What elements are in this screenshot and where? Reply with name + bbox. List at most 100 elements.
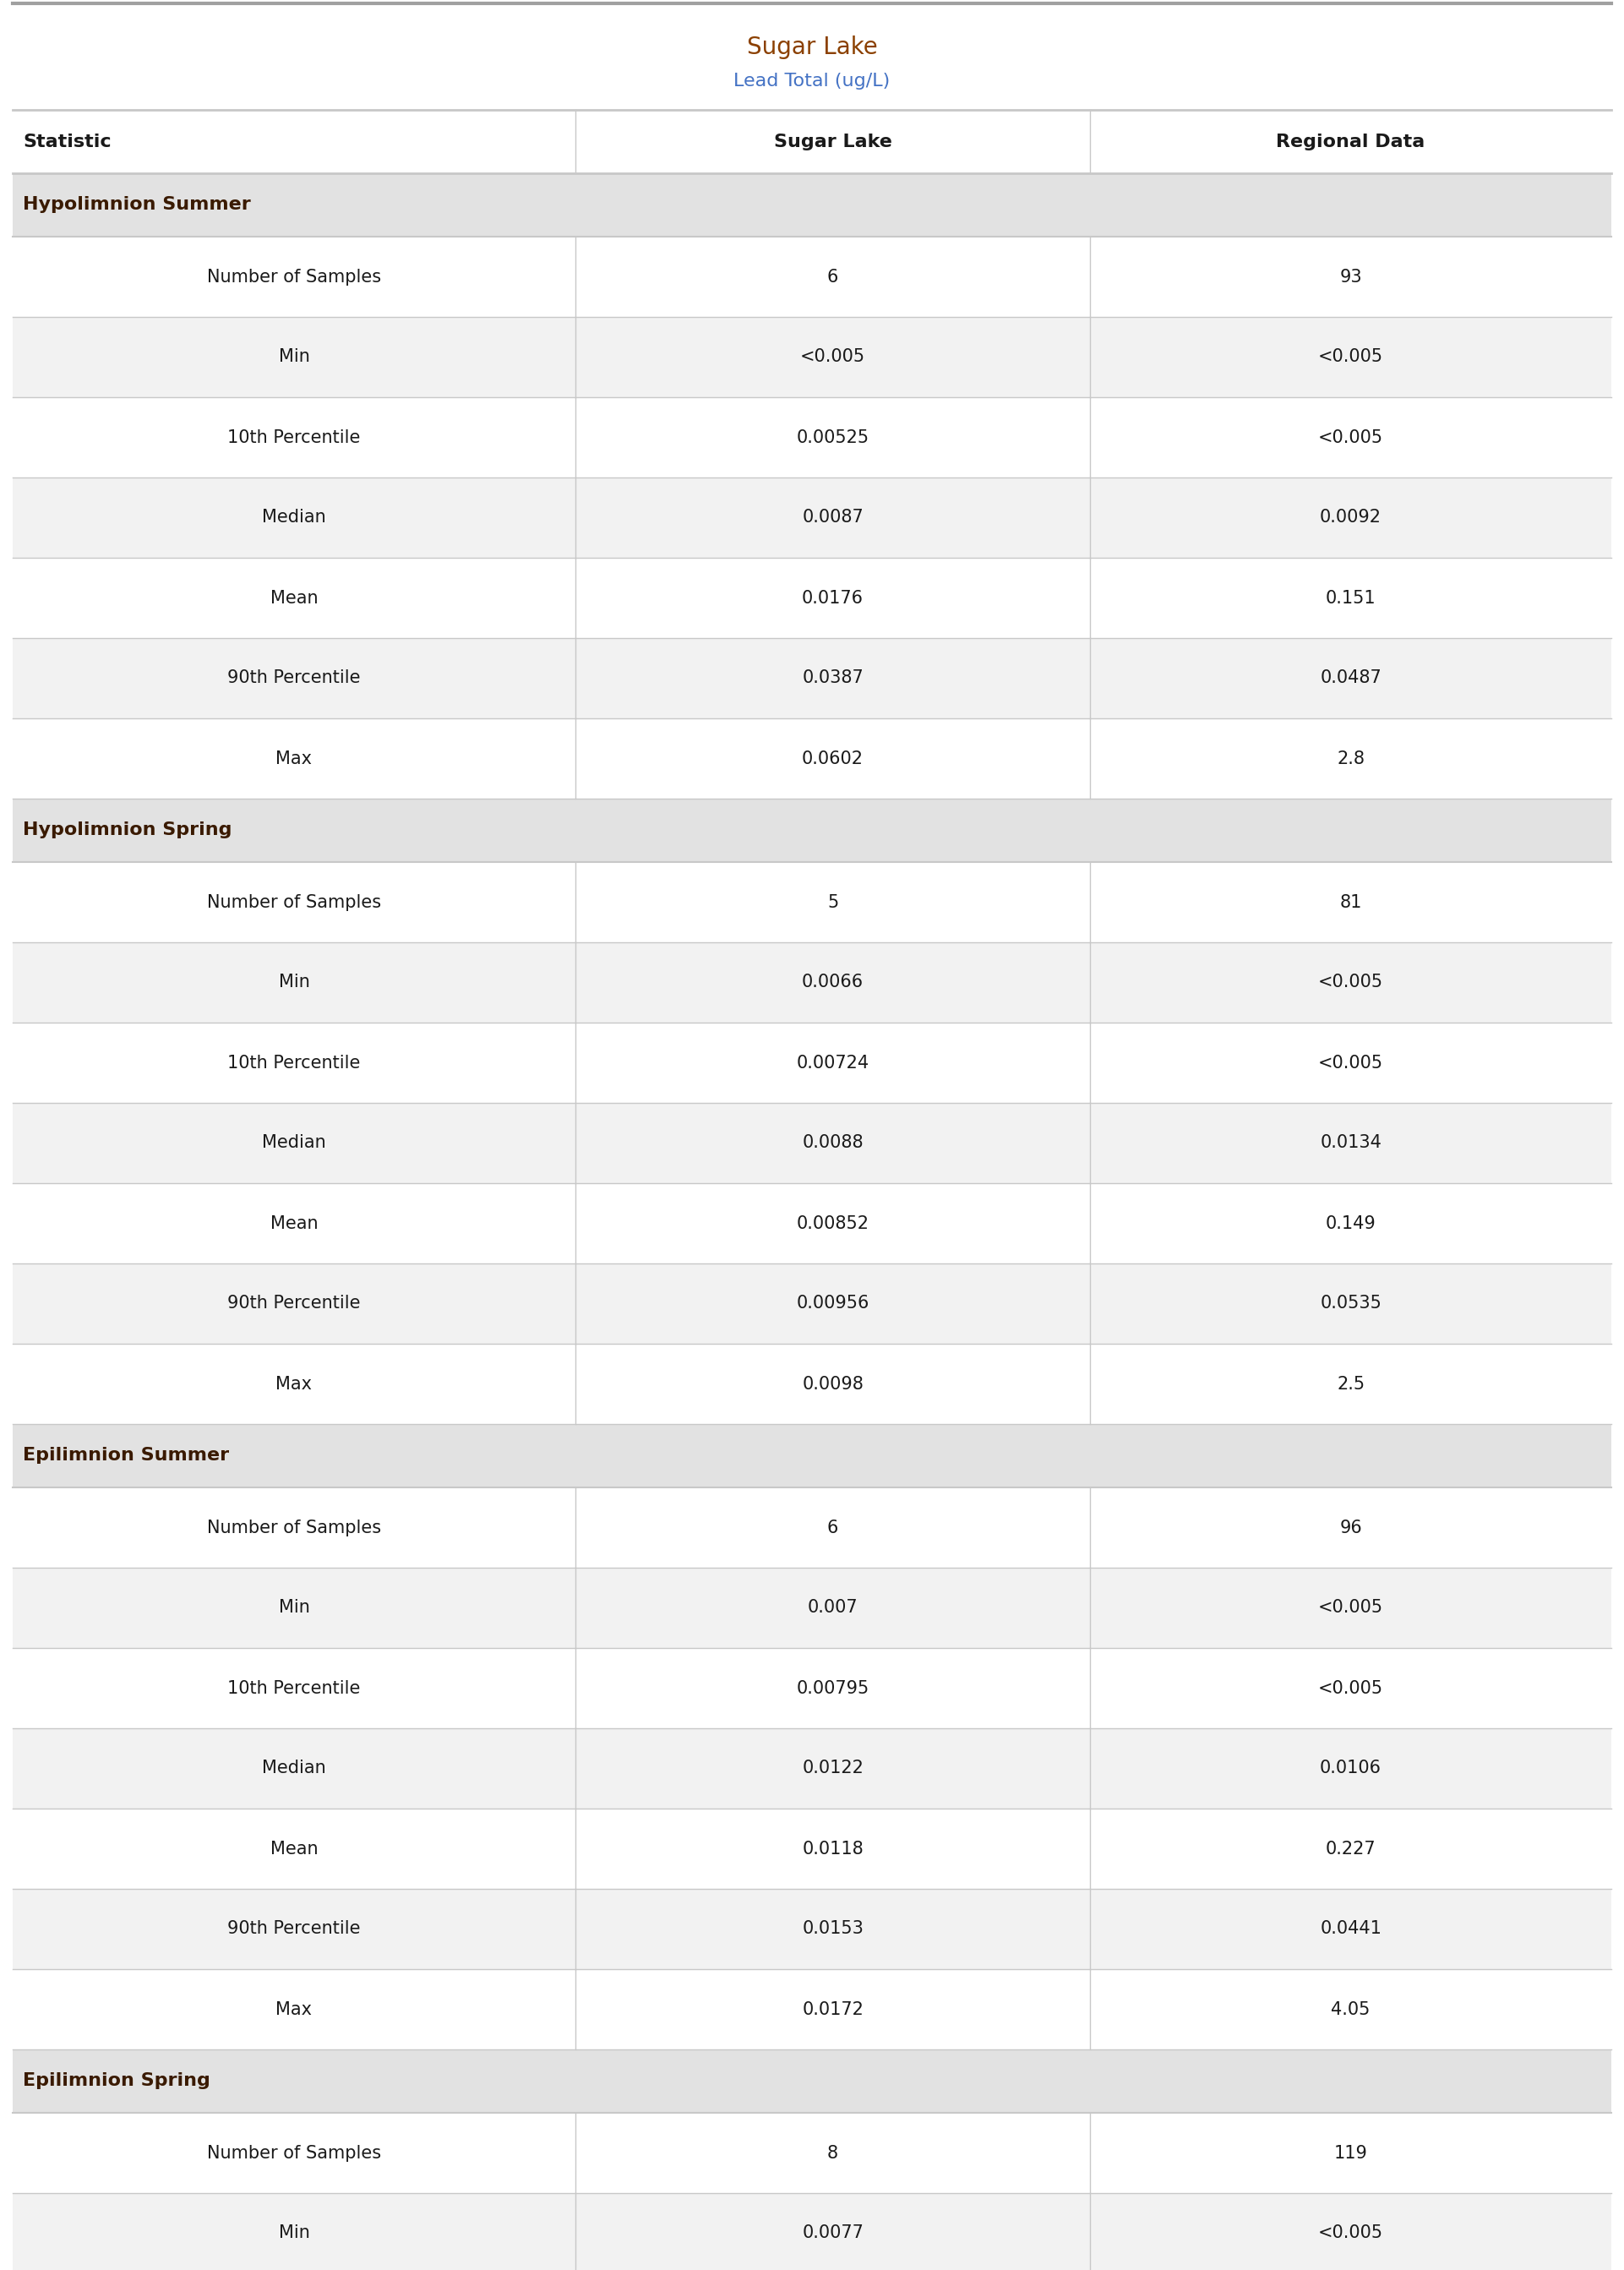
Text: <0.005: <0.005 [801, 350, 866, 365]
Bar [13, 318, 1611, 397]
Text: 2.8: 2.8 [1337, 749, 1364, 767]
Bar [13, 1968, 1611, 2050]
Text: Sugar Lake: Sugar Lake [773, 134, 892, 150]
Text: 0.00724: 0.00724 [796, 1053, 869, 1071]
Text: 10th Percentile: 10th Percentile [227, 429, 361, 445]
Text: <0.005: <0.005 [1319, 1680, 1384, 1696]
Text: 0.00525: 0.00525 [796, 429, 869, 445]
Text: 90th Percentile: 90th Percentile [227, 1296, 361, 1312]
Text: 0.0098: 0.0098 [802, 1376, 864, 1392]
Text: Max: Max [276, 2000, 312, 2018]
Text: Median: Median [261, 508, 326, 527]
Text: 119: 119 [1333, 2145, 1367, 2161]
Text: 90th Percentile: 90th Percentile [227, 1920, 361, 1936]
Bar [13, 9, 1611, 109]
Text: 4.05: 4.05 [1332, 2000, 1371, 2018]
Text: Min: Min [278, 1600, 310, 1616]
Text: Number of Samples: Number of Samples [206, 2145, 382, 2161]
Text: 6: 6 [827, 1519, 838, 1537]
Bar [13, 1889, 1611, 1968]
Text: Max: Max [276, 1376, 312, 1392]
Text: <0.005: <0.005 [1319, 2225, 1384, 2243]
Text: 0.0176: 0.0176 [802, 590, 864, 606]
Bar [13, 1648, 1611, 1727]
Bar [13, 109, 1611, 173]
Text: 0.00852: 0.00852 [796, 1214, 869, 1233]
Text: Epilimnion Spring: Epilimnion Spring [23, 2073, 209, 2091]
Text: Median: Median [261, 1135, 326, 1151]
Text: Number of Samples: Number of Samples [206, 894, 382, 910]
Text: 0.0122: 0.0122 [802, 1759, 864, 1777]
Text: 0.00795: 0.00795 [796, 1680, 869, 1696]
Bar [13, 1727, 1611, 1809]
Text: Hypolimnion Summer: Hypolimnion Summer [23, 197, 250, 213]
Text: Statistic: Statistic [23, 134, 110, 150]
Bar [13, 799, 1611, 863]
Bar [13, 1809, 1611, 1889]
Text: Mean: Mean [270, 1841, 318, 1857]
Text: 93: 93 [1340, 268, 1363, 286]
Bar [13, 2113, 1611, 2193]
Text: 0.0106: 0.0106 [1320, 1759, 1382, 1777]
Text: 6: 6 [827, 268, 838, 286]
Bar [13, 2193, 1611, 2270]
Text: 0.0092: 0.0092 [1320, 508, 1382, 527]
Bar [13, 1487, 1611, 1569]
Text: 0.149: 0.149 [1325, 1214, 1376, 1233]
Bar [13, 942, 1611, 1022]
Text: 0.0088: 0.0088 [802, 1135, 864, 1151]
Text: Epilimnion Summer: Epilimnion Summer [23, 1448, 229, 1464]
Text: 2.5: 2.5 [1337, 1376, 1364, 1392]
Text: 0.0487: 0.0487 [1320, 670, 1382, 686]
Bar [13, 1103, 1611, 1183]
Text: 0.0118: 0.0118 [802, 1841, 864, 1857]
Bar [13, 397, 1611, 477]
Text: <0.005: <0.005 [1319, 350, 1384, 365]
Text: Max: Max [276, 749, 312, 767]
Bar [13, 2050, 1611, 2113]
Text: 5: 5 [827, 894, 838, 910]
Text: 90th Percentile: 90th Percentile [227, 670, 361, 686]
Text: 0.0066: 0.0066 [802, 974, 864, 992]
Text: Lead Total (ug/L): Lead Total (ug/L) [734, 73, 890, 91]
Text: Min: Min [278, 350, 310, 365]
Bar [13, 717, 1611, 799]
Text: 8: 8 [827, 2145, 838, 2161]
Text: <0.005: <0.005 [1319, 1053, 1384, 1071]
Text: Sugar Lake: Sugar Lake [747, 34, 877, 59]
Text: 0.151: 0.151 [1325, 590, 1376, 606]
Text: Median: Median [261, 1759, 326, 1777]
Bar [13, 173, 1611, 236]
Bar [13, 558, 1611, 638]
Bar [13, 863, 1611, 942]
Text: 0.0153: 0.0153 [802, 1920, 864, 1936]
Text: 0.0602: 0.0602 [802, 749, 864, 767]
Bar [13, 1264, 1611, 1344]
Text: Mean: Mean [270, 590, 318, 606]
Text: 81: 81 [1340, 894, 1363, 910]
Bar [13, 1183, 1611, 1264]
Bar [13, 1569, 1611, 1648]
Bar [13, 477, 1611, 558]
Text: 0.0387: 0.0387 [802, 670, 864, 686]
Text: 10th Percentile: 10th Percentile [227, 1680, 361, 1696]
Bar [13, 638, 1611, 717]
Text: 0.00956: 0.00956 [796, 1296, 869, 1312]
Bar [13, 1423, 1611, 1487]
Text: Min: Min [278, 974, 310, 992]
Text: 10th Percentile: 10th Percentile [227, 1053, 361, 1071]
Text: Regional Data: Regional Data [1276, 134, 1426, 150]
Text: 0.007: 0.007 [807, 1600, 857, 1616]
Text: 0.0535: 0.0535 [1320, 1296, 1382, 1312]
Text: 0.0172: 0.0172 [802, 2000, 864, 2018]
Text: Min: Min [278, 2225, 310, 2243]
Text: 0.0077: 0.0077 [802, 2225, 864, 2243]
Text: <0.005: <0.005 [1319, 429, 1384, 445]
Text: 0.0441: 0.0441 [1320, 1920, 1382, 1936]
Text: Mean: Mean [270, 1214, 318, 1233]
Text: 0.0087: 0.0087 [802, 508, 864, 527]
Text: Hypolimnion Spring: Hypolimnion Spring [23, 822, 232, 840]
Text: Number of Samples: Number of Samples [206, 268, 382, 286]
Text: <0.005: <0.005 [1319, 974, 1384, 992]
Text: Number of Samples: Number of Samples [206, 1519, 382, 1537]
